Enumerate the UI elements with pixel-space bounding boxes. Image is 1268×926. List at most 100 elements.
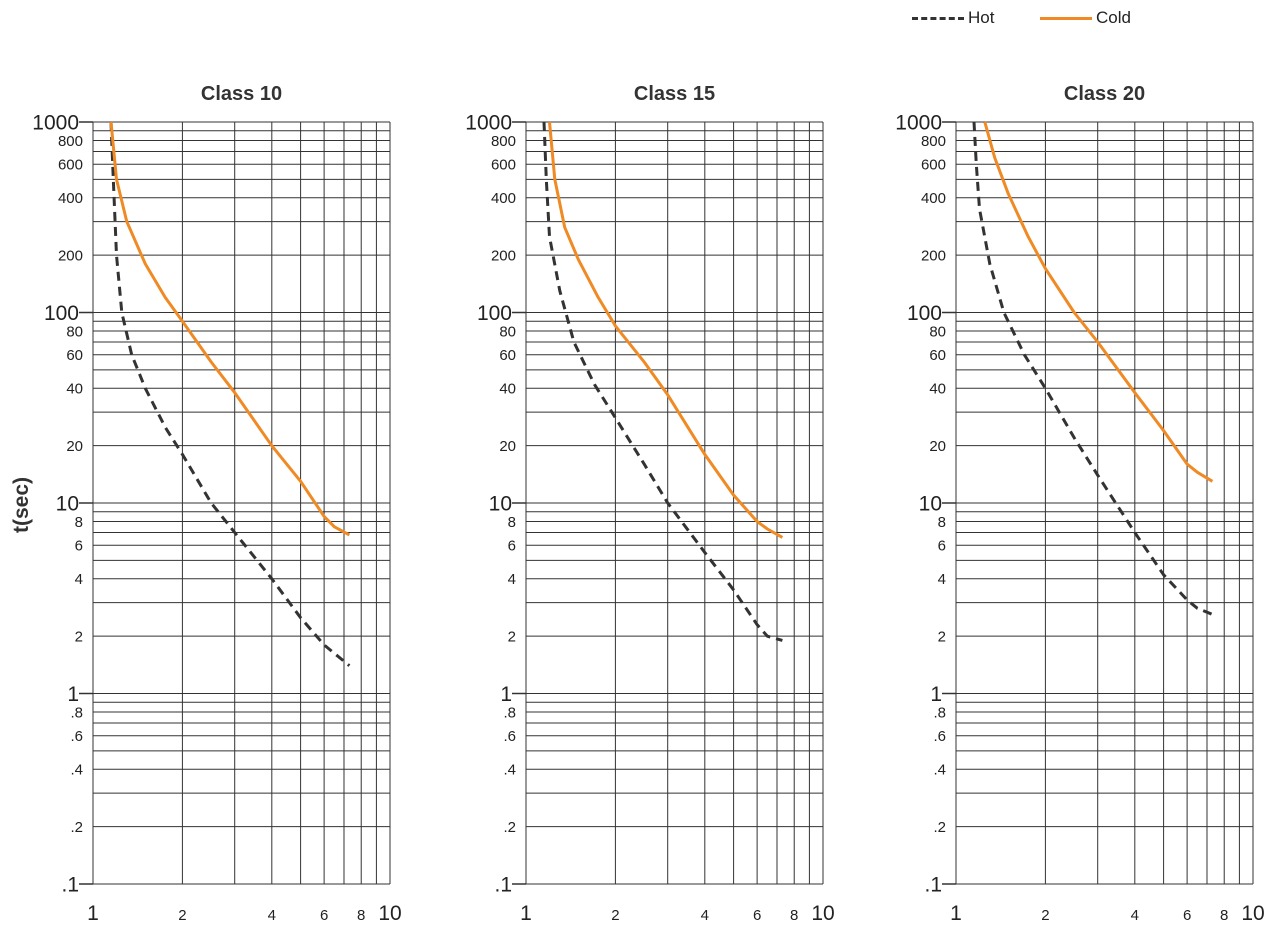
y-tick-label: .8: [70, 704, 83, 721]
x-tick-label: 2: [1041, 907, 1049, 924]
y-tick-label: .2: [70, 819, 83, 836]
y-tick-label: 10: [56, 493, 79, 516]
y-tick-label: 2: [938, 629, 946, 646]
y-tick-label: 60: [66, 347, 83, 364]
x-tick-label: 6: [753, 907, 761, 924]
y-tick-label: 600: [921, 157, 946, 174]
y-tick-label: 1000: [465, 112, 512, 135]
x-tick-label: 2: [611, 907, 619, 924]
y-tick-label: 80: [499, 323, 516, 340]
legend-cold-label: Cold: [1096, 8, 1131, 27]
y-tick-label: 800: [491, 133, 516, 150]
y-tick-label: .8: [503, 704, 516, 721]
cold-line-swatch: [1040, 16, 1092, 20]
y-tick-label: .2: [503, 819, 516, 836]
y-tick-label: 400: [921, 190, 946, 207]
y-tick-label: 20: [499, 438, 516, 455]
y-tick-label: 100: [44, 302, 79, 325]
y-tick-label: 40: [66, 381, 83, 398]
y-tick-label: 40: [499, 381, 516, 398]
cold-curve: [983, 121, 1214, 483]
chart-panel-1: Class 10.1.2.4.6.81246810204060801002004…: [32, 83, 401, 925]
y-tick-label: 1: [500, 683, 512, 706]
y-tick-label: 8: [75, 514, 83, 531]
x-tick-label: 10: [811, 902, 834, 925]
y-tick-label: 20: [66, 438, 83, 455]
y-tick-label: 2: [75, 629, 83, 646]
y-tick-label: .1: [494, 874, 512, 897]
y-tick-label: 100: [907, 302, 942, 325]
y-tick-label: 10: [489, 493, 512, 516]
y-tick-label: .8: [933, 704, 946, 721]
legend-cold: Cold: [1040, 8, 1131, 28]
y-tick-label: .6: [70, 728, 83, 745]
y-tick-label: .6: [933, 728, 946, 745]
y-tick-label: 4: [75, 571, 83, 588]
y-tick-label: 4: [938, 571, 946, 588]
hot-line-swatch: [912, 16, 964, 20]
y-tick-label: 400: [491, 190, 516, 207]
y-tick-label: 20: [929, 438, 946, 455]
chart-title: Class 20: [1064, 83, 1145, 105]
x-tick-label: 1: [950, 902, 962, 925]
y-tick-label: .4: [70, 762, 83, 779]
y-tick-label: .1: [924, 874, 942, 897]
x-tick-label: 10: [1241, 902, 1264, 925]
y-tick-label: 1000: [32, 112, 79, 135]
y-tick-label: 1: [930, 683, 942, 706]
legend-hot: Hot: [912, 8, 994, 28]
x-tick-label: 4: [268, 907, 276, 924]
x-tick-label: 1: [520, 902, 532, 925]
x-tick-label: 2: [178, 907, 186, 924]
y-tick-label: 4: [508, 571, 516, 588]
y-tick-label: 600: [491, 157, 516, 174]
y-tick-label: 80: [66, 323, 83, 340]
chart-panel-3: Class 20.1.2.4.6.81246810204060801002004…: [895, 83, 1264, 925]
y-tick-label: 2: [508, 629, 516, 646]
y-tick-label: 6: [75, 538, 83, 555]
chart-title: Class 15: [634, 83, 715, 105]
x-tick-label: 4: [701, 907, 709, 924]
y-tick-label: 800: [921, 133, 946, 150]
y-tick-label: 60: [929, 347, 946, 364]
y-tick-label: 10: [919, 493, 942, 516]
y-tick-label: 200: [921, 248, 946, 265]
x-tick-label: 6: [320, 907, 328, 924]
y-tick-label: 1000: [895, 112, 942, 135]
chart-panel-2: Class 15.1.2.4.6.81246810204060801002004…: [465, 83, 834, 925]
y-tick-label: 40: [929, 381, 946, 398]
y-tick-label: 8: [938, 514, 946, 531]
hot-curve: [542, 121, 783, 642]
y-tick-label: 400: [58, 190, 83, 207]
y-tick-label: 800: [58, 133, 83, 150]
y-tick-label: 200: [58, 248, 83, 265]
y-tick-label: 100: [477, 302, 512, 325]
legend-hot-label: Hot: [968, 8, 995, 27]
hot-curve: [972, 121, 1213, 616]
y-tick-label: .4: [503, 762, 516, 779]
y-tick-label: .4: [933, 762, 946, 779]
x-tick-label: 10: [378, 902, 401, 925]
y-tick-label: 600: [58, 157, 83, 174]
x-tick-label: 8: [357, 907, 365, 924]
x-tick-label: 8: [790, 907, 798, 924]
x-tick-label: 4: [1131, 907, 1139, 924]
y-tick-label: 6: [508, 538, 516, 555]
y-tick-label: 200: [491, 248, 516, 265]
y-tick-label: 60: [499, 347, 516, 364]
hot-curve: [109, 121, 351, 667]
cold-curve: [548, 121, 784, 539]
y-tick-label: 1: [67, 683, 79, 706]
x-tick-label: 6: [1183, 907, 1191, 924]
y-tick-label: .2: [933, 819, 946, 836]
cold-curve: [109, 121, 351, 537]
x-tick-label: 8: [1220, 907, 1228, 924]
y-tick-label: 8: [508, 514, 516, 531]
x-tick-label: 1: [87, 902, 99, 925]
y-tick-label: 80: [929, 323, 946, 340]
chart-title: Class 10: [201, 83, 282, 105]
y-tick-label: .1: [61, 874, 79, 897]
y-tick-label: 6: [938, 538, 946, 555]
y-tick-label: .6: [503, 728, 516, 745]
